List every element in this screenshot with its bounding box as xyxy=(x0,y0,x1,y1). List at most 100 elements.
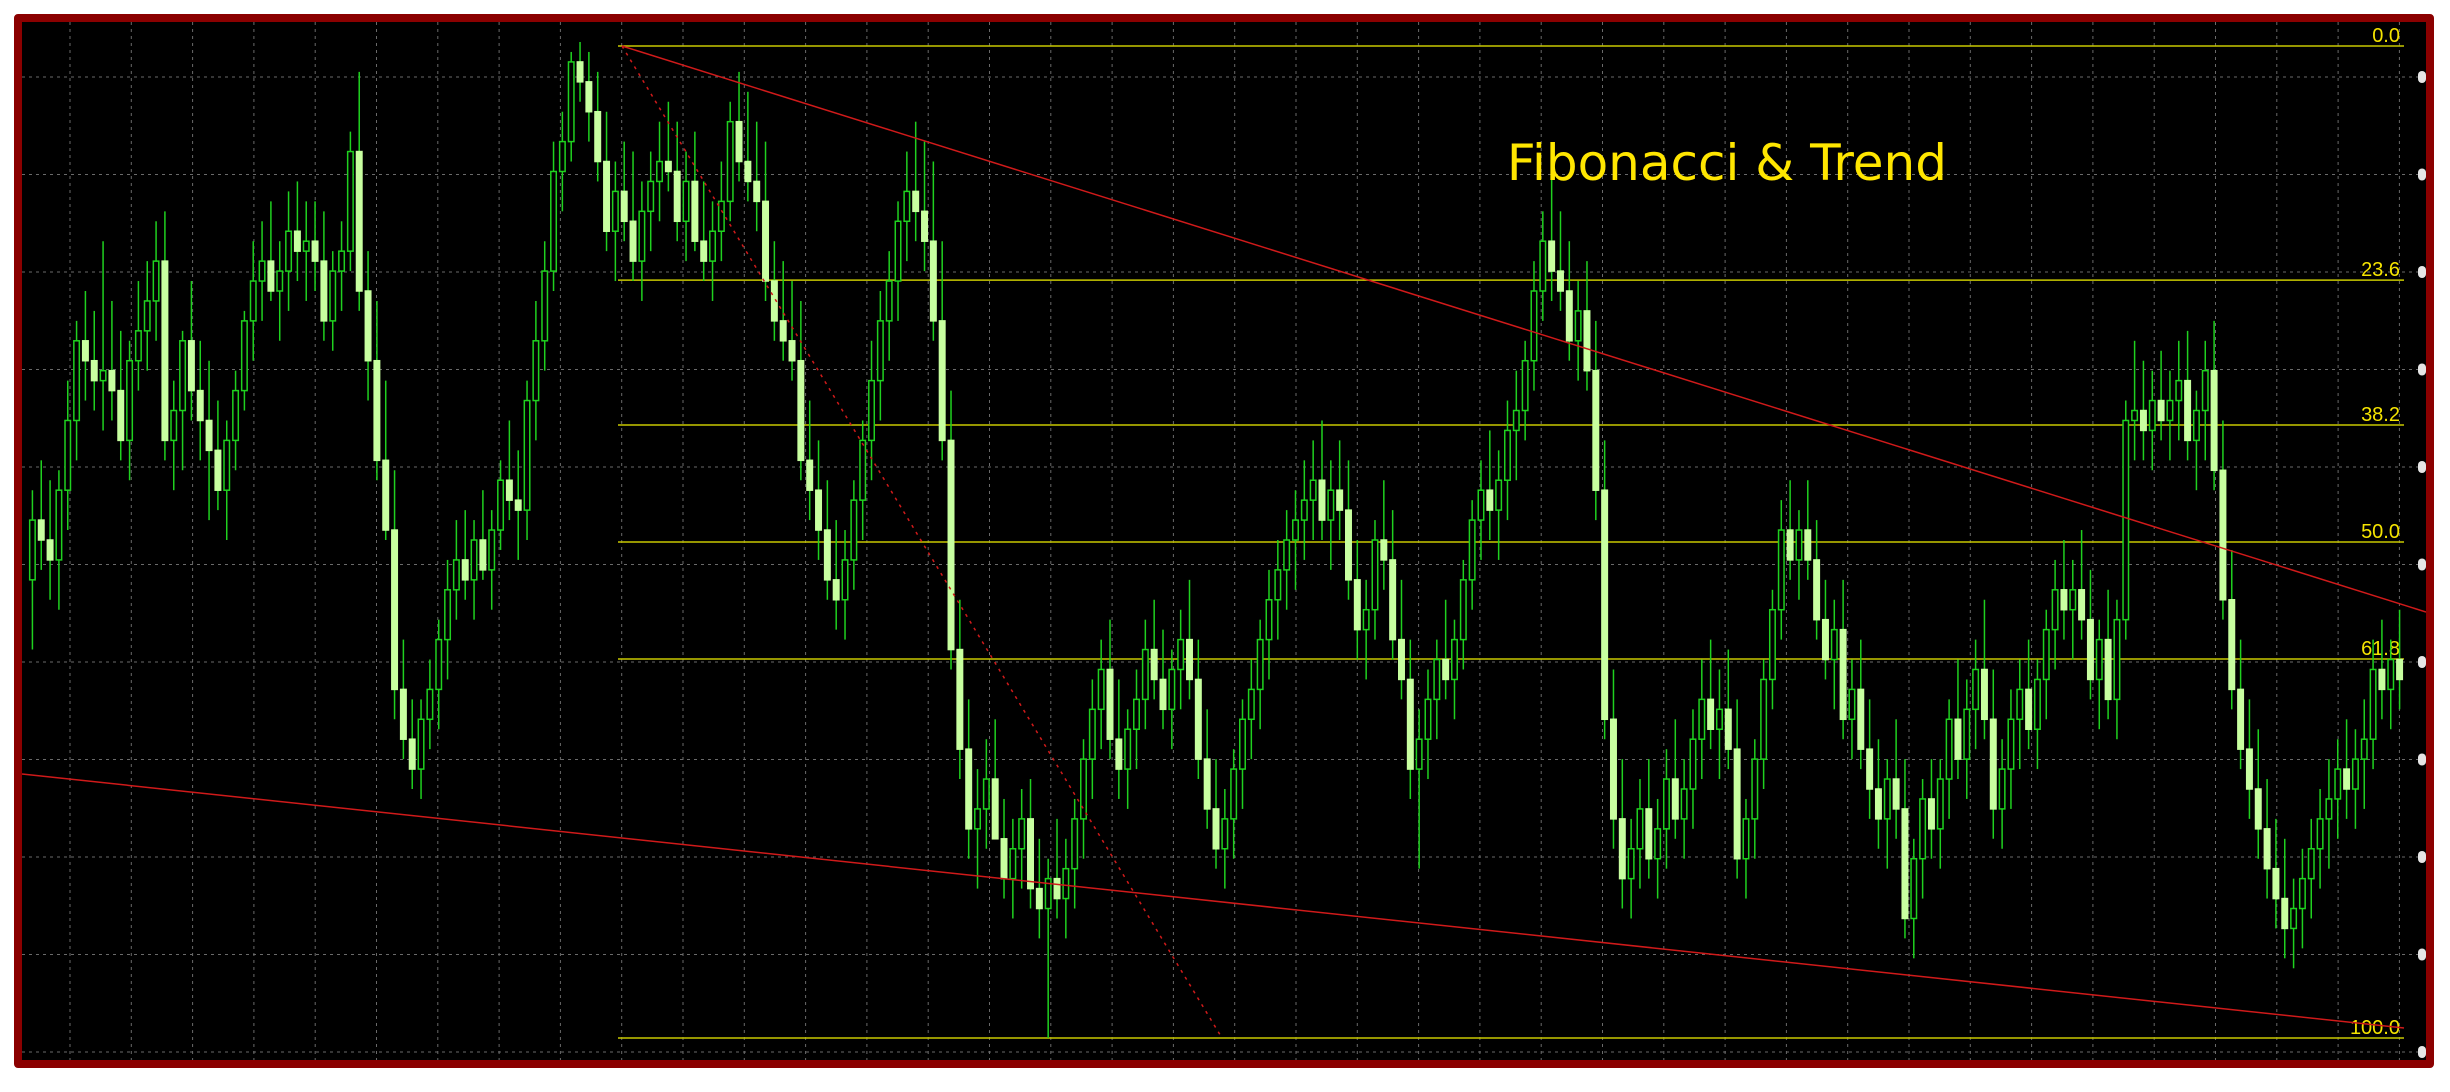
candle-body xyxy=(1874,788,1882,820)
candle xyxy=(2245,699,2253,819)
candle xyxy=(1539,211,1547,321)
candle-body xyxy=(2254,788,2262,830)
candle-body xyxy=(2086,618,2094,681)
candle xyxy=(1707,639,1715,750)
candle xyxy=(1336,440,1344,540)
candle-body xyxy=(912,190,920,213)
candle-body xyxy=(532,340,540,402)
candle-body xyxy=(161,260,169,442)
candle xyxy=(2007,689,2015,809)
candle-body xyxy=(1715,708,1723,730)
candle xyxy=(1044,858,1052,1038)
candle-body xyxy=(2298,877,2306,910)
candle xyxy=(1662,749,1670,869)
candle xyxy=(1088,679,1096,799)
candle xyxy=(302,201,310,301)
candle-body xyxy=(673,170,681,223)
candle xyxy=(2334,739,2342,839)
candle-body xyxy=(134,330,142,362)
candle xyxy=(461,510,469,600)
candle-body xyxy=(1389,559,1397,641)
candle xyxy=(1989,669,1997,839)
candle xyxy=(1141,619,1149,730)
candle xyxy=(753,121,761,232)
candle xyxy=(329,251,337,351)
candle xyxy=(585,51,593,142)
candle xyxy=(823,480,831,600)
candle xyxy=(611,161,619,282)
fibonacci-retracement[interactable]: 0.0 23.6 38.2 50.0 61.8 100.0 xyxy=(618,25,2404,1039)
candle-body xyxy=(2360,738,2368,760)
candle xyxy=(1318,420,1326,540)
candle xyxy=(479,490,487,580)
candle xyxy=(1618,759,1626,909)
candle xyxy=(1300,460,1308,560)
candle xyxy=(682,151,690,262)
candle-body xyxy=(823,529,831,581)
candle xyxy=(647,151,655,252)
candle xyxy=(320,211,328,341)
candle xyxy=(1645,759,1653,879)
candle xyxy=(2139,360,2147,461)
candle xyxy=(594,71,602,182)
candle-body xyxy=(2272,867,2280,900)
price-axis-marks xyxy=(2418,71,2426,1058)
candle-body xyxy=(744,160,752,183)
candle-body xyxy=(1353,579,1361,631)
candle-body xyxy=(1733,748,1741,860)
candle-body xyxy=(1963,708,1971,760)
candle xyxy=(435,619,443,730)
candle-body xyxy=(1009,848,1017,880)
candle xyxy=(541,241,549,371)
candle-body xyxy=(1406,678,1414,770)
candle-body xyxy=(1609,718,1617,820)
candle xyxy=(497,460,505,550)
candle-body xyxy=(594,110,602,163)
candle xyxy=(1671,719,1679,839)
candle xyxy=(1424,669,1432,780)
candle xyxy=(2263,779,2271,899)
candle-body xyxy=(435,638,443,691)
candle-body xyxy=(444,589,452,641)
lower-trend-line xyxy=(22,773,2405,1029)
candle-body xyxy=(1168,668,1176,711)
candle-body xyxy=(1318,479,1326,521)
candle xyxy=(567,51,575,162)
candle-body xyxy=(1186,638,1193,681)
candle xyxy=(417,699,425,799)
candle-body xyxy=(232,389,240,442)
trend-lines[interactable] xyxy=(22,45,2426,1039)
candle xyxy=(2387,639,2395,730)
candle xyxy=(2343,719,2351,819)
candle-body xyxy=(2104,638,2112,701)
candle-body xyxy=(859,439,867,501)
candle xyxy=(2025,639,2033,750)
candle-body xyxy=(567,61,575,143)
candle xyxy=(638,181,646,301)
candle-body xyxy=(346,150,354,252)
candle xyxy=(1292,490,1299,590)
candle xyxy=(81,291,89,401)
candle-body xyxy=(611,190,619,232)
candle-body xyxy=(735,120,743,163)
candle xyxy=(1512,370,1520,481)
candle-body xyxy=(2095,638,2103,681)
candle xyxy=(99,241,107,431)
candle xyxy=(55,470,63,610)
candle-body xyxy=(938,320,946,442)
candle-body xyxy=(541,270,549,342)
candle-body xyxy=(1362,608,1370,631)
candle xyxy=(470,520,478,620)
candle xyxy=(1397,579,1405,700)
candle xyxy=(170,380,178,491)
candle xyxy=(550,141,558,291)
candle-body xyxy=(1565,290,1573,342)
candle-body xyxy=(929,240,937,322)
candle xyxy=(37,460,45,570)
candle-body xyxy=(1274,569,1282,601)
fib-level-label: 61.8 xyxy=(2361,638,2400,660)
candle xyxy=(285,191,293,311)
candle-body xyxy=(1194,678,1202,760)
candle xyxy=(974,769,982,889)
candle-body xyxy=(2387,658,2395,691)
